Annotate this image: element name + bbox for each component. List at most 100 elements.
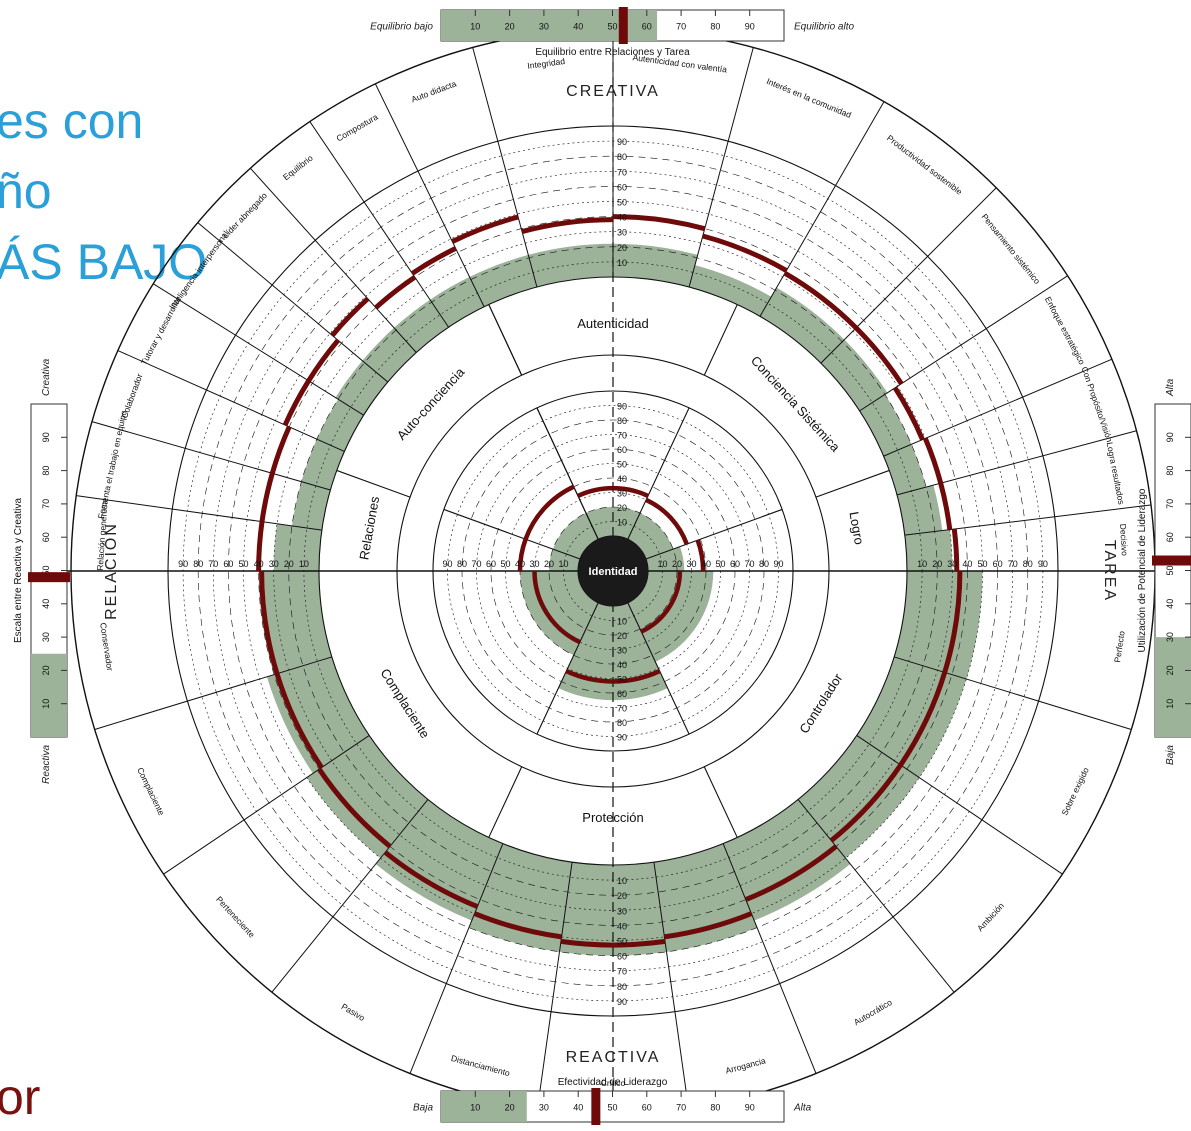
inner-number-up-90: 90: [617, 402, 627, 412]
score-lider-abnegado: [330, 296, 370, 338]
score-logra-resultados: [938, 482, 953, 530]
bottom-left-label: Baja: [413, 1103, 433, 1114]
band-pasivo: [375, 799, 503, 921]
inner-number-up-10: 10: [617, 518, 627, 528]
dimension-label-compostura: Compostura: [334, 112, 379, 144]
band-arrogancia: [653, 843, 758, 952]
dimension-label-fomenta-el-trabajo-en-equipo: Fomenta el trabajo en equipo: [96, 409, 129, 520]
inner-number-up-40: 40: [617, 474, 627, 484]
bottom-tick-label-60: 60: [642, 1103, 652, 1113]
score-perteneciente: [317, 767, 392, 849]
outer-number-up-10: 10: [617, 258, 627, 268]
right-tick-label-60: 60: [1165, 532, 1175, 542]
right-tick-label-50: 50: [1165, 565, 1175, 575]
outer-divider-21: [856, 734, 1063, 875]
inner-number-up-20: 20: [617, 503, 627, 513]
inner-number-down-40: 40: [617, 660, 627, 670]
score-enfoque-estrategico: [892, 386, 925, 441]
inner-number-left-80: 80: [457, 559, 467, 569]
summary-label-auto-conciencia: Auto-conciencia: [394, 364, 468, 443]
center-label: Identidad: [589, 566, 638, 578]
score-complaciente: [274, 672, 324, 769]
dimension-label-enfoque-estrategico: Enfoque estratégico: [1043, 295, 1087, 367]
score-decisivo: [951, 528, 960, 572]
bottom-scale-fill: [441, 1091, 527, 1122]
band-complaciente: [266, 657, 370, 774]
score-colaborador: [269, 425, 292, 474]
bottom-scale: 10 20 30 40 50 60 70 80 90 Baja Alta Efectividad de…: [413, 1077, 812, 1125]
slide-text-line-2: ño: [0, 163, 52, 219]
outer-number-left-20: 20: [284, 559, 294, 569]
dimension-label-inteligencia-interpersonal: Inteligencia interpersonal: [167, 229, 231, 311]
outer-divider-8: [896, 430, 1137, 496]
inner-number-left-70: 70: [471, 559, 481, 569]
band-interes-en-la-comunidad: [689, 265, 772, 317]
score-ambicion: [829, 763, 903, 843]
inner-number-up-80: 80: [617, 416, 627, 426]
slide-text-line-3: ÁS BAJO: [0, 234, 208, 290]
top-right-label: Equilibrio alto: [794, 22, 854, 33]
bottom-tick-label-20: 20: [505, 1103, 515, 1113]
dimension-label-perfecto: Perfecto: [1112, 630, 1127, 663]
slide-text-bottom: or: [0, 1069, 41, 1125]
bottom-tick-label-50: 50: [607, 1103, 617, 1113]
inner-number-left-50: 50: [500, 559, 510, 569]
inner-number-left-20: 20: [544, 559, 554, 569]
inner-number-right-50: 50: [715, 559, 725, 569]
score-autocratico: [744, 844, 838, 902]
outer-number-up-40: 40: [617, 213, 627, 223]
score-conservador: [259, 570, 280, 675]
dimension-label-autocratico: Autocrático: [852, 997, 894, 1027]
band-con-proposito-vision: [883, 444, 927, 495]
inner-number-down-20: 20: [617, 631, 627, 641]
outer-divider-5: [820, 187, 997, 364]
inner-divider-3: [627, 602, 690, 735]
identity-circle: [578, 536, 648, 606]
inner-number-left-60: 60: [486, 559, 496, 569]
right-scale: 10 20 30 40 50 60 70 80 90 Alta Baja Utilización de…: [1137, 378, 1191, 765]
middle-divider-4: [488, 766, 523, 838]
left-tick-label-70: 70: [41, 499, 51, 509]
bottom-tick-label-90: 90: [745, 1103, 755, 1113]
inner-number-left-30: 30: [529, 559, 539, 569]
score-sobre-exigido: [898, 671, 948, 767]
score-integridad: [521, 217, 614, 235]
outer-number-down-30: 30: [617, 906, 627, 916]
score-critico: [560, 938, 666, 948]
inner-number-down-80: 80: [617, 718, 627, 728]
inner-number-right-60: 60: [730, 559, 740, 569]
inner-number-down-90: 90: [617, 733, 627, 743]
outer-divider-19: [374, 83, 485, 307]
outer-number-down-40: 40: [617, 921, 627, 931]
right-title: Utilización de Potencial de Liderazgo: [1137, 488, 1148, 652]
score-summary-conciencia-sistemica: [645, 497, 689, 546]
inner-number-left-10: 10: [558, 559, 568, 569]
outer-divider-28: [163, 734, 370, 875]
inner-number-right-90: 90: [773, 559, 783, 569]
inner-number-right-70: 70: [744, 559, 754, 569]
outer-divider-14: [117, 350, 345, 452]
left-top-label: Creativa: [41, 358, 52, 396]
inner-number-right-30: 30: [686, 559, 696, 569]
dimension-label-decisivo: Decisivo: [1118, 523, 1130, 556]
score-distanciamiento: [473, 911, 562, 940]
top-left-label: Equilibrio bajo: [370, 22, 433, 33]
outer-divider-29: [94, 656, 332, 730]
grid-lines: [63, 17, 1163, 1125]
outer-number-right-20: 20: [932, 559, 942, 569]
outer-number-left-90: 90: [178, 559, 188, 569]
right-tick-label-20: 20: [1165, 665, 1175, 675]
outer-divider-25: [537, 862, 573, 1108]
axis-label-left: RELACIÓN: [101, 522, 120, 620]
left-tick-label-80: 80: [41, 466, 51, 476]
score-compostura: [410, 246, 457, 276]
right-bottom-label: Baja: [1165, 745, 1176, 765]
band-enfoque-estrategico: [859, 394, 912, 457]
left-tick-label-10: 10: [41, 699, 51, 709]
band-lider-abnegado: [362, 327, 417, 382]
top-tick-label-80: 80: [710, 22, 720, 32]
right-scale-fill: [1155, 637, 1191, 737]
summary-label-logro: Logro: [846, 510, 867, 545]
middle-divider-2: [815, 469, 890, 498]
band-autocratico: [723, 799, 851, 921]
